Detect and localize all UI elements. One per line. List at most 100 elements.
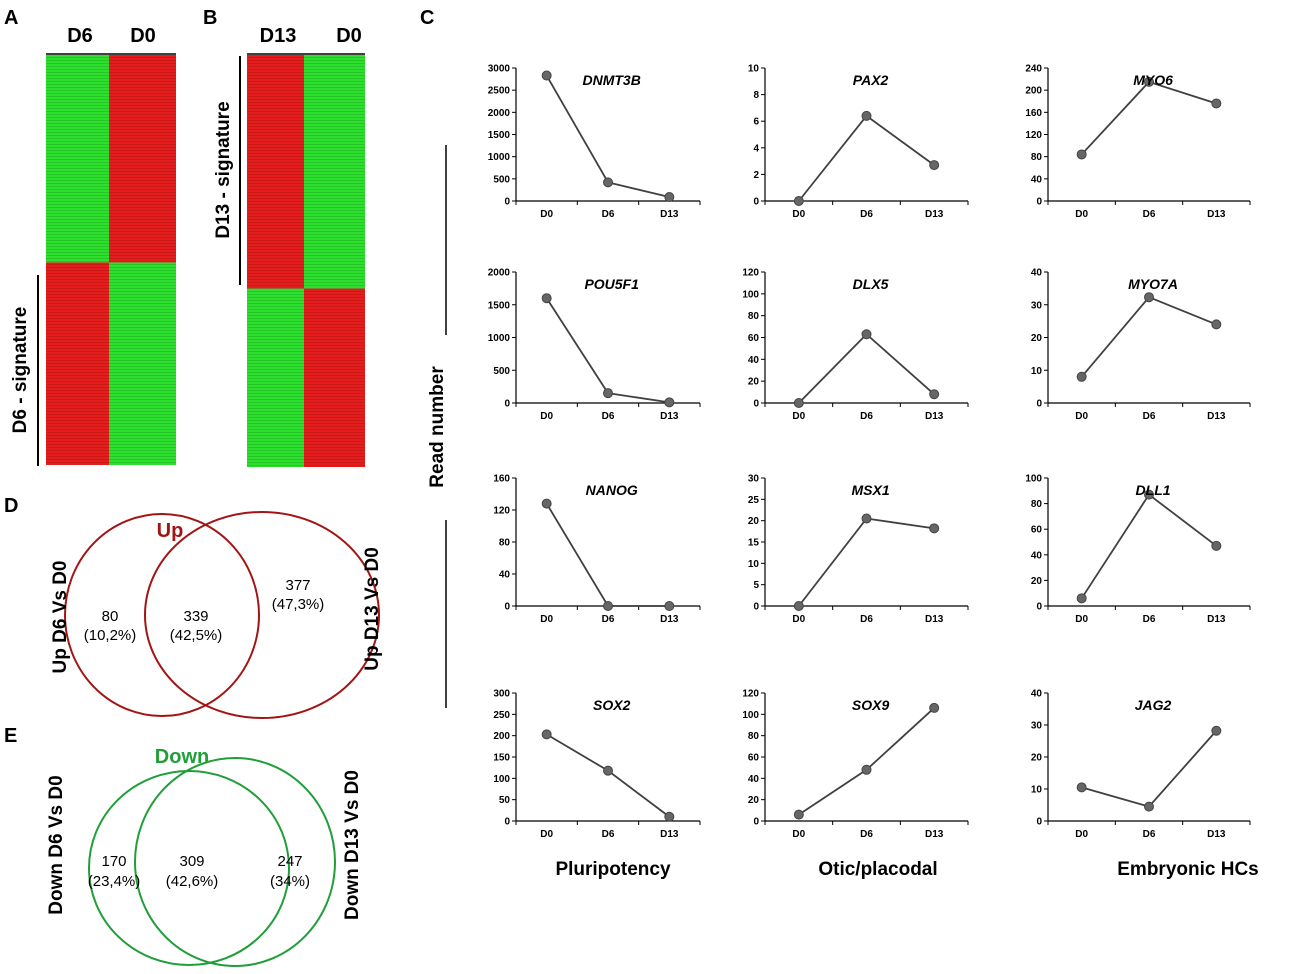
- data-point-d0: [541, 70, 552, 81]
- venn-up-left-count: 80: [102, 608, 119, 625]
- chart-title: PAX2: [853, 72, 889, 88]
- chart-myo7a: 0 10 20 30 40 D0 D6 D13 MYO7A: [1031, 268, 1251, 422]
- y-tick-label: 0: [1036, 817, 1042, 828]
- data-point-d0: [541, 293, 552, 304]
- data-point-d13: [1211, 725, 1222, 736]
- y-tick-label: 40: [1031, 174, 1043, 185]
- data-point-d0: [793, 196, 804, 206]
- data-point-d13: [1211, 98, 1222, 109]
- x-tick-label: D13: [660, 614, 679, 625]
- x-tick-label: D0: [540, 829, 553, 840]
- y-tick-label: 240: [1025, 64, 1042, 75]
- data-point-d0: [793, 398, 804, 408]
- y-tick-label: 0: [753, 197, 759, 208]
- data-point-d13: [664, 601, 675, 611]
- venn-down-left-pct: (23,4%): [88, 873, 141, 890]
- x-tick-label: D13: [660, 829, 679, 840]
- x-tick-label: D0: [792, 411, 805, 422]
- y-tick-label: 25: [748, 495, 760, 506]
- x-tick-label: D13: [925, 209, 944, 220]
- data-point-d6: [1144, 76, 1154, 87]
- category-embryonic-hcs: Embryonic HCs: [1117, 859, 1258, 880]
- x-tick-label: D0: [1075, 614, 1088, 625]
- x-tick-label: D6: [1143, 829, 1156, 840]
- x-tick-label: D6: [602, 209, 615, 220]
- y-tick-label: 120: [1025, 130, 1042, 141]
- data-point-d6: [603, 601, 613, 611]
- y-tick-label: 60: [1031, 525, 1043, 536]
- y-tick-label: 20: [748, 516, 760, 527]
- heatmap-a-col1-label: D6: [67, 25, 93, 47]
- y-tick-label: 80: [1031, 152, 1043, 163]
- read-number-axis-label: Read number: [427, 366, 448, 488]
- venn-up-mid-pct: (42,5%): [170, 627, 223, 644]
- y-tick-label: 40: [499, 570, 511, 581]
- y-tick-label: 100: [742, 289, 759, 300]
- venn-up: Up Up D6 Vs D0 Up D13 Vs D0 80 (10,2%) 3…: [50, 511, 383, 719]
- heatmap-a-col2-label: D0: [130, 25, 156, 47]
- y-tick-label: 6: [753, 117, 759, 128]
- x-tick-label: D13: [1207, 209, 1226, 220]
- series-line-pou5f1: [545, 297, 670, 404]
- venn-down-right-pct: (34%): [270, 873, 310, 890]
- panel-label-c: C: [420, 7, 434, 29]
- data-point-d13: [929, 702, 940, 713]
- venn-down-right-circle: [134, 757, 336, 967]
- data-point-d13: [929, 523, 940, 534]
- category-otic-placodal: Otic/placodal: [818, 859, 937, 880]
- chart-title: SOX2: [593, 697, 631, 713]
- series-line-jag2: [1081, 730, 1218, 808]
- venn-up-left-circle: [64, 513, 260, 717]
- y-tick-label: 80: [499, 538, 511, 549]
- series-line-dll1: [1080, 493, 1217, 599]
- y-tick-label: 0: [504, 817, 510, 828]
- y-tick-label: 40: [1031, 689, 1043, 700]
- x-tick-label: D0: [1075, 829, 1088, 840]
- y-tick-label: 1500: [488, 300, 511, 311]
- y-tick-label: 40: [748, 774, 760, 785]
- y-tick-label: 2500: [488, 86, 511, 97]
- x-tick-label: D6: [602, 411, 615, 422]
- x-tick-label: D0: [792, 829, 805, 840]
- x-tick-label: D6: [860, 829, 873, 840]
- chart-sox9: 0 20 40 60 80 100 120 D0 D6 D13 SOX9: [742, 689, 969, 840]
- y-tick-label: 160: [493, 474, 510, 485]
- panel-label-b: B: [203, 7, 217, 29]
- data-point-d13: [1211, 319, 1222, 330]
- y-tick-label: 0: [1036, 602, 1042, 613]
- x-tick-label: D13: [1207, 614, 1226, 625]
- y-tick-label: 2: [753, 170, 759, 181]
- data-point-d0: [793, 809, 804, 820]
- category-pluripotency: Pluripotency: [555, 859, 671, 880]
- y-tick-label: 80: [748, 311, 760, 322]
- venn-up-left-pct: (10,2%): [84, 627, 137, 644]
- y-tick-label: 40: [748, 355, 760, 366]
- y-tick-label: 15: [748, 538, 760, 549]
- data-point-d13: [664, 192, 675, 203]
- y-tick-label: 100: [493, 774, 510, 785]
- series-line-dlx5: [798, 332, 935, 404]
- venn-up-right-pct: (47,3%): [272, 596, 325, 613]
- data-point-d6: [603, 388, 613, 399]
- data-point-d0: [1076, 371, 1087, 382]
- y-tick-label: 4: [753, 143, 759, 154]
- series-line-myo7a: [1080, 296, 1217, 378]
- series-line-msx1: [798, 517, 935, 607]
- venn-up-right-count: 377: [285, 577, 310, 594]
- y-tick-label: 0: [753, 817, 759, 828]
- x-tick-label: D6: [1143, 411, 1156, 422]
- y-tick-label: 10: [1031, 785, 1043, 796]
- y-tick-label: 0: [504, 399, 510, 410]
- x-tick-label: D13: [1207, 829, 1226, 840]
- venn-up-right-label: Up D13 Vs D0: [362, 547, 383, 671]
- x-tick-label: D13: [925, 411, 944, 422]
- y-tick-label: 30: [1031, 300, 1043, 311]
- chart-jag2: 0 10 20 30 40 D0 D6 D13 JAG2: [1031, 689, 1251, 840]
- data-point-d13: [1211, 540, 1222, 551]
- data-point-d6: [861, 329, 872, 340]
- y-tick-label: 250: [493, 710, 510, 721]
- chart-title: DLX5: [853, 276, 889, 292]
- venn-down-left-label: Down D6 Vs D0: [46, 775, 67, 914]
